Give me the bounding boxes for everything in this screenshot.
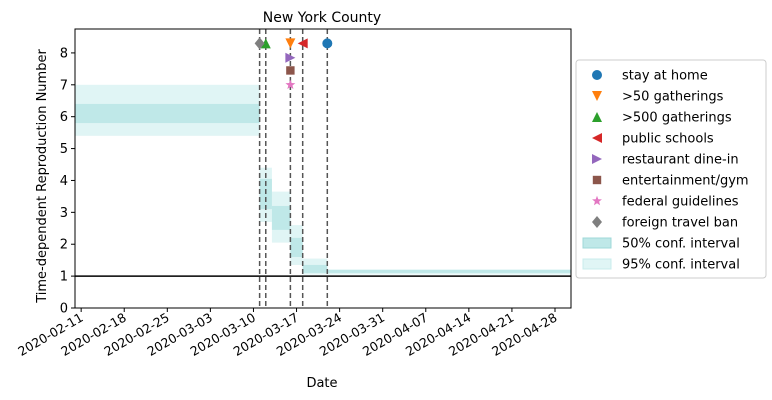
legend-label: federal guidelines [622, 195, 739, 210]
legend-marker [592, 91, 602, 101]
legend-label: public schools [622, 132, 714, 147]
ci50-band [302, 264, 328, 273]
y-tick-label: 7 [60, 78, 68, 93]
marker-stay-at-home [322, 38, 333, 49]
ci50-band [75, 103, 260, 124]
y-tick-label: 4 [60, 174, 68, 189]
legend-label: entertainment/gym [622, 174, 749, 189]
legend-label: foreign travel ban [622, 216, 738, 231]
y-ticks: 0 1 2 3 4 5 6 7 8 [60, 46, 75, 317]
marker-entertainment-gym [286, 66, 295, 75]
marker-500-gatherings [260, 38, 271, 49]
legend-marker [592, 216, 602, 228]
legend-label: restaurant dine-in [622, 153, 739, 168]
legend-marker [592, 112, 602, 122]
intervention-markers [254, 37, 333, 90]
marker-federal-guidelines [285, 79, 296, 90]
marker-foreign-travel-ban [254, 37, 265, 50]
legend-frame [575, 59, 767, 279]
ci50-band [259, 178, 272, 210]
ci50-band [271, 205, 291, 230]
x-axis-label: Date [306, 376, 337, 391]
legend-label: >500 gatherings [622, 111, 732, 126]
y-tick-label: 2 [60, 238, 68, 253]
ci50-layer [75, 103, 571, 273]
intervention-lines [258, 29, 329, 308]
legend-label: >50 gatherings [622, 90, 724, 105]
chart-title: New York County [263, 10, 381, 26]
y-tick-label: 6 [60, 110, 68, 125]
y-tick-label: 1 [60, 270, 68, 285]
y-tick-label: 3 [60, 206, 68, 221]
marker-restaurant-dine-in [285, 52, 296, 63]
y-tick-label: 8 [60, 46, 68, 61]
legend-marker [592, 133, 602, 143]
plot-frame [74, 28, 572, 309]
legend-label: 95% conf. interval [622, 258, 740, 273]
y-axis-label: Time-dependent Reproduction Number [35, 49, 50, 304]
ci50-band [290, 237, 303, 257]
legend: stay at home >50 gatherings >500 gathering… [575, 59, 767, 279]
legend-label: stay at home [622, 69, 708, 84]
legend-marker [592, 154, 602, 164]
x-ticks: 2020-02-112020-02-182020-02-252020-03-03… [15, 308, 560, 359]
legend-marker [592, 175, 602, 185]
y-tick-label: 5 [60, 142, 68, 157]
legend-label: 50% conf. interval [622, 237, 740, 252]
legend-marker [592, 70, 602, 80]
ci50-band [327, 269, 571, 273]
legend-marker [592, 195, 602, 206]
marker-50-gatherings [285, 38, 296, 49]
legend-swatch-ci95 [582, 258, 612, 270]
y-tick-label: 0 [60, 302, 68, 317]
marker-public-schools [297, 38, 308, 49]
legend-swatch-ci50 [582, 237, 612, 249]
